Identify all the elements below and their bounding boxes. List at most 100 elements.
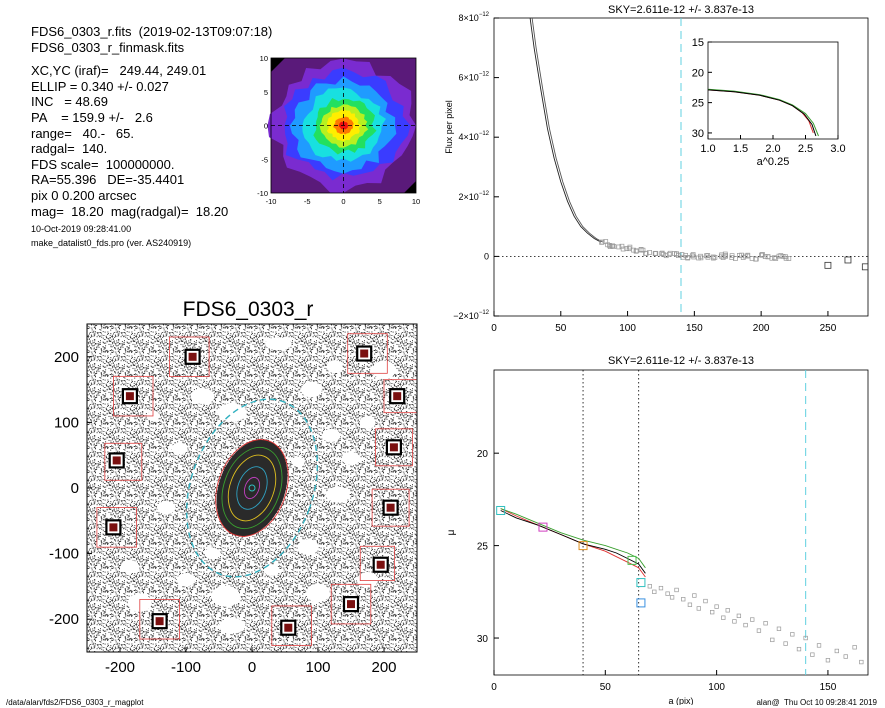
- mask-blob: [300, 381, 322, 398]
- isophote-4: [243, 476, 261, 500]
- thumb-xtick: 5: [378, 197, 382, 206]
- param-inc: INC = 48.69: [31, 94, 108, 110]
- image-area: [87, 324, 417, 652]
- flux-outlier: [844, 256, 852, 264]
- mask-box-4: [104, 442, 143, 481]
- mask-blob: [204, 547, 221, 560]
- mu-series-2: [500, 510, 646, 574]
- flux-point: [753, 256, 759, 262]
- mu-point: [825, 658, 831, 663]
- timestamp: 10-Oct-2019 09:28:41.00: [31, 224, 132, 235]
- flux-point: [772, 255, 777, 261]
- mask-blob: [341, 451, 361, 466]
- mu-point: [692, 593, 697, 598]
- flux-curve-1: [529, 18, 602, 243]
- mu-point: [665, 591, 670, 596]
- param-mag: mag= 18.20 mag(radgal)= 18.20: [31, 203, 229, 219]
- star-core-3: [393, 392, 402, 401]
- flux-xtick: 200: [753, 323, 770, 334]
- flux-area: [494, 18, 868, 316]
- flux-xtick: 100: [619, 323, 636, 334]
- mask-box-7: [371, 488, 410, 527]
- inset-series-2: [707, 89, 817, 137]
- mu-point: [743, 622, 748, 628]
- param-pa: PA = 159.9 +/- 2.6: [31, 109, 153, 125]
- mu-point: [834, 648, 839, 654]
- mask-box-10: [139, 598, 180, 640]
- mask-blob: [291, 456, 305, 468]
- mu-point: [658, 585, 664, 591]
- flux-point: [769, 255, 775, 261]
- isophote-2: [227, 454, 277, 522]
- inset-xtick: 3.0: [830, 143, 845, 155]
- mu-point: [843, 654, 848, 659]
- thumb-ytick: -10: [257, 189, 268, 198]
- mu-xtick: 0: [491, 682, 497, 693]
- thumb-xtick: 10: [412, 197, 420, 206]
- mask-blob: [321, 428, 341, 443]
- mu-area: [496, 370, 864, 675]
- mask-blob: [297, 539, 319, 555]
- flux-point: [663, 253, 669, 259]
- image-ytick: -100: [49, 546, 79, 563]
- isophote-3: [236, 466, 268, 510]
- flux-point: [759, 252, 765, 258]
- mask-blob: [176, 573, 196, 587]
- program-version: make_datalist0_fds.pro (ver. AS240919): [31, 238, 192, 249]
- mu-series-0: [500, 508, 646, 578]
- flux-point: [610, 243, 616, 249]
- flux-point: [616, 244, 622, 250]
- image-ytick: 100: [54, 414, 79, 431]
- flux-point: [783, 255, 789, 261]
- thumb-xtick: -10: [266, 197, 277, 206]
- flux-point: [675, 253, 681, 258]
- inset-ytick: 25: [692, 98, 704, 110]
- flux-point: [690, 252, 696, 257]
- flux-point: [634, 248, 639, 254]
- mu-marker-4: [636, 578, 646, 588]
- thumb-ytick: -5: [261, 155, 268, 164]
- heatmap-corner-br: [404, 181, 416, 193]
- inset-xtick: 1.5: [733, 143, 748, 155]
- mu-point: [810, 652, 815, 657]
- flux-point: [652, 251, 658, 256]
- flux-point: [624, 246, 630, 251]
- flux-xtick: 250: [820, 323, 837, 334]
- mask-blob: [359, 415, 376, 429]
- thumb-frame: [270, 57, 417, 194]
- flux-ytick: −2×10−12: [453, 310, 489, 321]
- thumb-xtick: -5: [304, 197, 311, 206]
- flux-outlier: [861, 263, 868, 271]
- mu-xtick: 50: [600, 682, 612, 693]
- mu-ytick: 20: [477, 449, 489, 460]
- flux-point: [638, 247, 644, 252]
- mask-box-3: [383, 379, 417, 414]
- mu-point: [710, 610, 715, 615]
- mu-point: [783, 641, 788, 646]
- inset-ytick: 30: [692, 128, 704, 140]
- flux-ytick-exponent: −12: [479, 12, 490, 18]
- mask-box-5: [375, 428, 413, 467]
- mu-point: [647, 584, 652, 589]
- image-xtick: 0: [248, 659, 256, 676]
- flux-curve-2: [531, 18, 604, 243]
- mu-point: [756, 628, 762, 633]
- flux-point: [666, 251, 672, 257]
- flux-point: [683, 252, 688, 258]
- flux-point: [633, 248, 639, 254]
- thumbnail-heatmap: [267, 57, 417, 194]
- param-center: XC,YC (iraf)= 249.44, 249.01: [31, 63, 207, 79]
- flux-ytick: 0: [484, 251, 489, 261]
- mu-point: [852, 645, 857, 650]
- mask-box-0: [169, 336, 210, 377]
- mask-blob: [171, 442, 188, 455]
- mask-box-9: [330, 583, 372, 625]
- flux-ytick-exponent: −12: [479, 310, 490, 316]
- heatmap-corner-tl: [271, 58, 285, 72]
- star-core-5: [389, 443, 398, 452]
- mu-point: [770, 637, 775, 643]
- mu-point: [750, 617, 755, 622]
- thumb-ytick: 5: [264, 88, 268, 97]
- image-plot: FDS6_0303_r -200 -100 0 100 200 200 100 0 -100 -20…: [49, 298, 418, 676]
- flux-ytick: 2×10−12: [459, 191, 490, 202]
